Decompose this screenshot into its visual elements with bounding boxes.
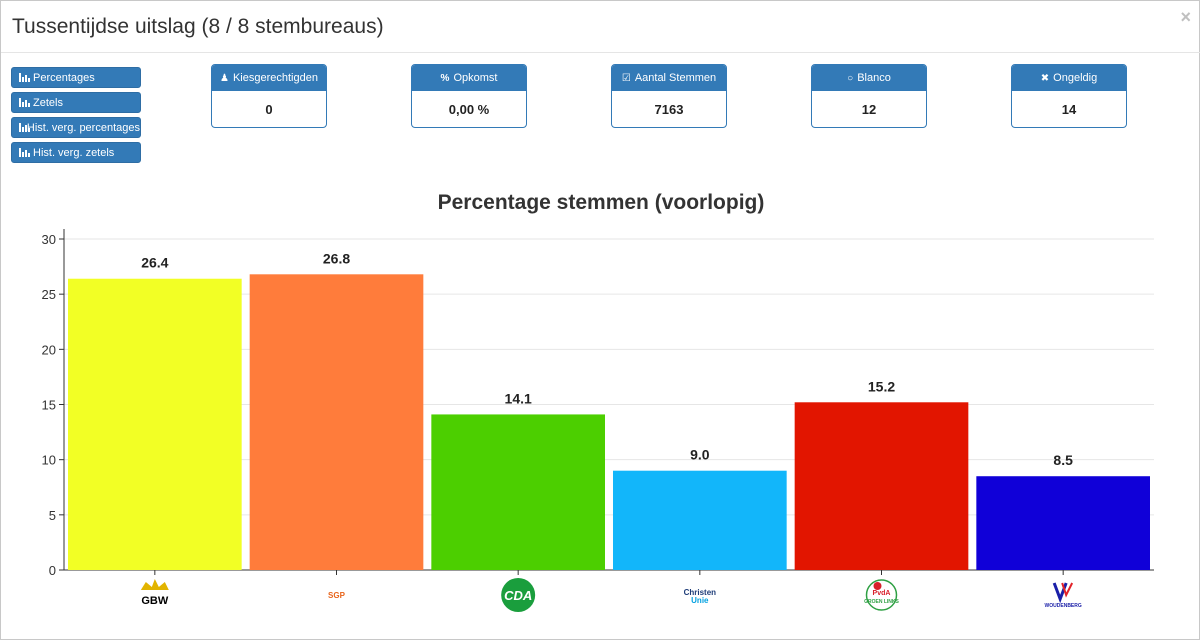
view-buttons: Percentages Zetels Hist. verg. percentag…: [11, 67, 141, 167]
party-logo-groenlinks: GROEN LINKS: [864, 599, 899, 605]
woudenberg-v-accent: [1061, 582, 1074, 598]
crown-icon: [140, 579, 169, 590]
seats-button[interactable]: Zetels: [11, 92, 141, 113]
data-label: 26.4: [141, 255, 168, 271]
stat-label: Aantal Stemmen: [634, 72, 717, 84]
rose-icon: [873, 582, 882, 590]
modal-title: Tussentijdse uitslag (8 / 8 stembureaus): [12, 15, 384, 38]
hist-percentages-button[interactable]: Hist. verg. percentages: [11, 117, 141, 138]
party-logo-sgp: SGP: [328, 591, 346, 600]
stat-label: Blanco: [857, 72, 891, 84]
x-icon: ✖: [1040, 72, 1050, 84]
y-tick-label: 25: [42, 287, 56, 302]
stat-label: Opkomst: [453, 72, 498, 84]
bar-sgp: [249, 274, 424, 570]
y-tick-label: 15: [42, 398, 56, 413]
users-icon: ♟: [220, 72, 229, 84]
stat-label: Ongeldig: [1053, 72, 1098, 84]
data-label: 14.1: [505, 390, 532, 406]
data-label: 15.2: [868, 378, 895, 394]
button-label: Zetels: [33, 96, 63, 109]
stat-kiesgerechtigden: ♟ Kiesgerechtigden 0: [211, 64, 327, 128]
button-label: Hist. verg. zetels: [33, 146, 115, 159]
bar-cda: [431, 414, 605, 570]
y-tick-label: 5: [49, 508, 56, 523]
close-icon[interactable]: ×: [1180, 7, 1191, 27]
bar-christenunie: [613, 470, 787, 570]
bar-chart-icon: [19, 98, 30, 107]
circle-icon: ○: [847, 72, 854, 84]
bar-chart-icon: [19, 73, 30, 82]
percentages-button[interactable]: Percentages: [11, 67, 141, 88]
stat-blanco: ○ Blanco 12: [811, 64, 927, 128]
stat-value: 7163: [654, 101, 684, 117]
button-label: Hist. verg. percentages: [26, 121, 140, 134]
bar-woudenberg: [976, 476, 1150, 570]
stat-value: 0: [265, 101, 273, 117]
party-logo-pvda: PvdA: [873, 590, 891, 597]
stat-value: 0,00 %: [448, 101, 490, 117]
bar-chart-icon: [19, 148, 30, 157]
stat-value: 12: [861, 101, 877, 117]
stat-ongeldig: ✖ Ongeldig 14: [1011, 64, 1127, 128]
party-logo-unie: Unie: [691, 596, 709, 605]
bar-chart-icon: [19, 123, 30, 132]
party-logo-christen: Christen: [684, 588, 717, 597]
bar-pvda-groenlinks: [794, 402, 969, 570]
party-logo-woudenberg: WOUDENBERG: [1045, 603, 1082, 609]
stat-opkomst: % Opkomst 0,00 %: [411, 64, 527, 128]
button-label: Percentages: [33, 71, 95, 84]
data-label: 9.0: [690, 447, 710, 463]
y-tick-label: 0: [49, 563, 56, 578]
modal-header: Tussentijdse uitslag (8 / 8 stembureaus)…: [1, 1, 1200, 53]
stat-value: 14: [1061, 101, 1077, 117]
data-label: 8.5: [1053, 452, 1073, 468]
y-tick-label: 30: [42, 232, 56, 247]
stat-label: Kiesgerechtigden: [232, 72, 318, 84]
cda-logo-badge: [501, 578, 536, 612]
y-tick-label: 20: [42, 342, 56, 357]
data-label: 26.8: [323, 250, 350, 266]
hist-seats-button[interactable]: Hist. verg. zetels: [11, 142, 141, 163]
party-logo-gbw: GBW: [141, 595, 169, 607]
percent-icon: %: [440, 72, 450, 84]
chart-title: Percentage stemmen (voorlopig): [437, 191, 765, 214]
y-tick-label: 10: [42, 453, 56, 468]
party-logo-cda: CDA: [504, 588, 532, 603]
bar-gbw: [68, 278, 242, 570]
stat-aantal-stemmen: ☑ Aantal Stemmen 7163: [611, 64, 727, 128]
check-square-icon: ☑: [621, 72, 631, 84]
